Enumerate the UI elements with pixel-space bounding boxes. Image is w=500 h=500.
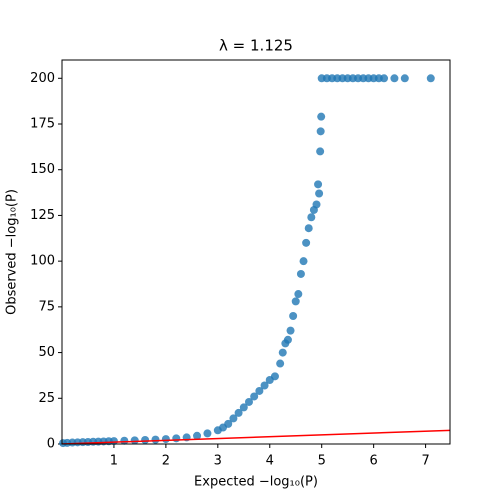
point (299, 257, 308, 266)
point (224, 419, 233, 428)
point (286, 326, 295, 335)
y-tick-label: 0 (47, 437, 55, 452)
point (239, 403, 248, 412)
x-tick-label: 3 (214, 454, 222, 469)
point (255, 386, 264, 395)
point (426, 74, 435, 83)
x-axis-label: Expected −log₁₀(P) (194, 475, 318, 490)
y-tick-label: 200 (30, 71, 55, 86)
y-tick-label: 100 (30, 254, 55, 269)
point (234, 408, 243, 417)
point (312, 200, 321, 209)
point (244, 397, 253, 406)
x-tick-label: 5 (318, 454, 326, 469)
chart-title: λ = 1.125 (219, 37, 293, 55)
point (151, 435, 160, 444)
point (161, 435, 170, 444)
point (278, 348, 287, 357)
point (291, 297, 300, 306)
x-tick-label: 6 (370, 454, 378, 469)
point (276, 359, 285, 368)
reference-line (62, 429, 450, 444)
point (314, 180, 323, 189)
y-tick-label: 75 (38, 299, 55, 314)
point (130, 436, 139, 445)
point (260, 381, 269, 390)
point (270, 372, 279, 381)
point (294, 290, 303, 299)
y-tick-label: 125 (30, 208, 55, 223)
point (400, 74, 409, 83)
point (203, 429, 212, 438)
x-tick-label: 1 (110, 454, 118, 469)
point (296, 269, 305, 278)
x-tick-label: 2 (162, 454, 170, 469)
point (120, 436, 129, 445)
plot-frame (61, 59, 451, 445)
point (229, 414, 238, 423)
x-tick-label: 7 (421, 454, 429, 469)
y-tick-label: 50 (38, 345, 55, 360)
y-tick-label: 150 (30, 162, 55, 177)
point (316, 127, 325, 136)
point (302, 238, 311, 247)
point (289, 312, 298, 320)
y-axis-label: Observed −log₁₀(P) (5, 189, 20, 315)
point (307, 213, 316, 222)
point (283, 335, 292, 344)
point (193, 431, 202, 440)
point (109, 437, 118, 446)
point (390, 74, 399, 83)
point (380, 74, 389, 83)
y-tick-label: 25 (38, 391, 55, 406)
x-tick-label: 4 (266, 454, 274, 469)
point (316, 147, 325, 156)
point (317, 112, 326, 121)
y-tick-label: 175 (30, 117, 55, 132)
point (304, 224, 313, 233)
point (315, 189, 324, 198)
point (172, 434, 181, 443)
point (141, 435, 150, 444)
point (250, 392, 259, 401)
